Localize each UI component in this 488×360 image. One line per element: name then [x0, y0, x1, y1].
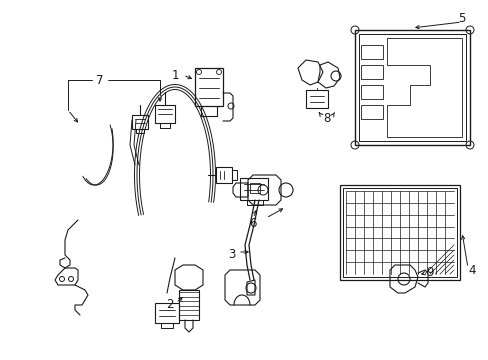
Text: 3: 3	[228, 248, 235, 261]
Text: 5: 5	[457, 12, 465, 24]
Text: 1: 1	[171, 68, 179, 81]
Text: 4: 4	[468, 264, 475, 276]
Text: 2: 2	[166, 298, 173, 311]
Text: 8: 8	[323, 112, 330, 125]
Text: 9: 9	[426, 266, 433, 279]
Text: 6: 6	[249, 216, 256, 230]
Text: 7: 7	[96, 73, 103, 86]
